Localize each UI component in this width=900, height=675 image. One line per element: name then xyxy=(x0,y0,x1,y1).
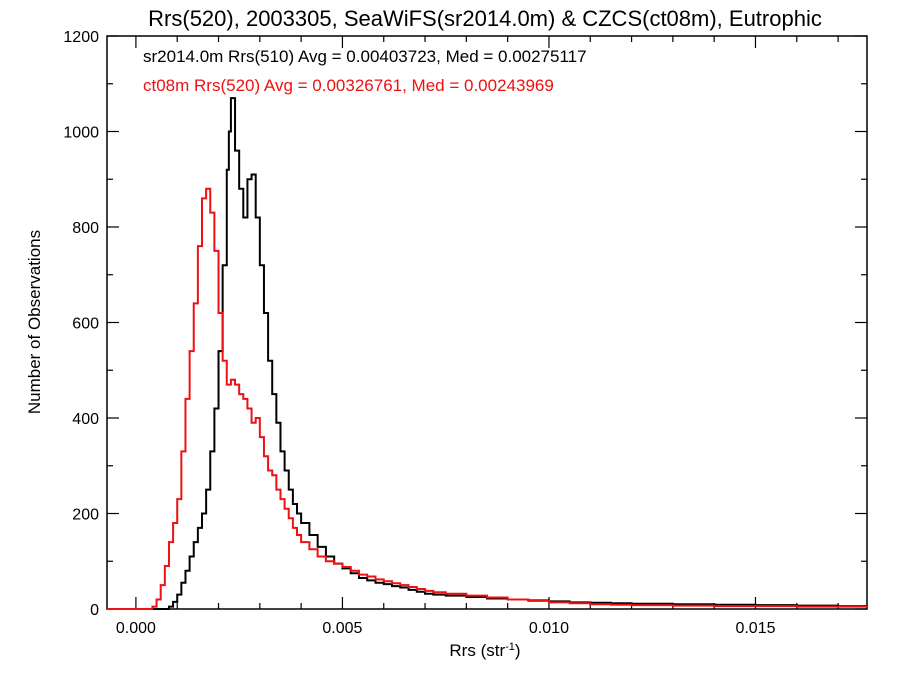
legend: sr2014.0m Rrs(510) Avg = 0.00403723, Med… xyxy=(143,47,587,95)
x-tick-label: 0.005 xyxy=(322,620,362,637)
x-axis-ticks: 0.000 0.005 0.010 0.015 xyxy=(116,36,839,637)
x-tick-label: 0.000 xyxy=(116,620,156,637)
series-line-2 xyxy=(107,187,867,610)
x-axis-label-main: Rrs (str xyxy=(449,641,505,660)
y-tick-label: 400 xyxy=(72,411,99,428)
series-lines xyxy=(107,97,867,610)
legend-entry-2: ct08m Rrs(520) Avg = 0.00326761, Med = 0… xyxy=(143,76,554,95)
y-tick-label: 200 xyxy=(72,507,99,524)
y-axis-ticks: 0 200 400 600 800 1000 1200 xyxy=(63,29,867,619)
y-tick-label: 1000 xyxy=(63,125,99,142)
x-tick-label: 0.015 xyxy=(735,620,775,637)
x-axis-label-superscript: -1 xyxy=(505,641,515,653)
legend-entry-1: sr2014.0m Rrs(510) Avg = 0.00403723, Med… xyxy=(143,47,587,66)
y-tick-label: 0 xyxy=(90,602,99,619)
x-axis-label-close: ) xyxy=(515,641,521,660)
y-tick-label: 800 xyxy=(72,220,99,237)
series-line-1 xyxy=(107,97,867,610)
y-tick-label: 1200 xyxy=(63,29,99,46)
x-tick-label: 0.010 xyxy=(529,620,569,637)
y-tick-label: 600 xyxy=(72,316,99,333)
chart-title: Rrs(520), 2003305, SeaWiFS(sr2014.0m) & … xyxy=(148,6,822,31)
y-axis-label: Number of Observations xyxy=(25,230,44,414)
plot-frame xyxy=(106,35,868,610)
x-axis-label: Rrs (str-1) xyxy=(449,641,520,660)
